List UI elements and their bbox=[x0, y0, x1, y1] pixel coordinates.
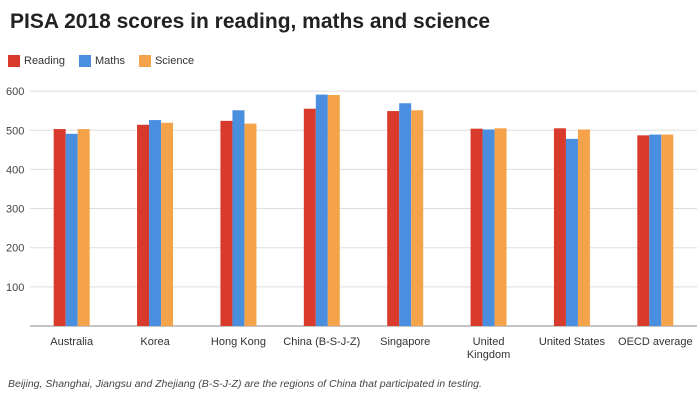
legend-item-science: Science bbox=[138, 55, 195, 67]
x-tick-label-line: Singapore bbox=[380, 336, 430, 348]
legend-swatch-reading bbox=[8, 55, 20, 67]
bar-maths-5 bbox=[482, 129, 495, 326]
legend-label-science: Science bbox=[154, 55, 195, 67]
x-tick-label-2: Hong Kong bbox=[211, 336, 266, 348]
bar-science-1 bbox=[161, 122, 174, 327]
chart-title: PISA 2018 scores in reading, maths and s… bbox=[10, 10, 491, 33]
legend-swatch-science bbox=[138, 55, 151, 67]
legend-item-reading: Reading bbox=[8, 55, 65, 67]
x-tick-label-line: Australia bbox=[50, 336, 94, 348]
legend-item-maths: Maths bbox=[78, 55, 125, 67]
y-tick-label-400: 400 bbox=[6, 164, 24, 176]
x-tick-label-7: OECD average bbox=[618, 336, 693, 348]
bar-reading-7 bbox=[637, 135, 650, 326]
bar-reading-1 bbox=[137, 124, 150, 326]
bar-maths-1 bbox=[149, 120, 162, 326]
bar-maths-6 bbox=[565, 138, 578, 326]
bar-reading-0 bbox=[53, 129, 66, 326]
x-tick-label-line: United States bbox=[539, 336, 606, 348]
bar-maths-2 bbox=[232, 110, 245, 326]
y-tick-label-500: 500 bbox=[6, 125, 24, 137]
chart-caption: Beijing, Shanghai, Jiangsu and Zhejiang … bbox=[8, 378, 482, 390]
legend: Reading Maths Science bbox=[8, 54, 208, 68]
x-tick-label-6: United States bbox=[539, 336, 606, 348]
legend-label-maths: Maths bbox=[94, 55, 125, 67]
bar-maths-4 bbox=[399, 103, 412, 326]
bar-maths-0 bbox=[65, 133, 78, 326]
bar-science-3 bbox=[327, 95, 340, 326]
bar-science-2 bbox=[244, 123, 257, 326]
bar-maths-7 bbox=[649, 134, 662, 326]
bar-science-6 bbox=[577, 129, 590, 326]
y-tick-label-200: 200 bbox=[6, 243, 24, 255]
legend-swatch-maths bbox=[78, 55, 91, 67]
x-tick-label-5: United Kingdom bbox=[467, 336, 510, 361]
x-tick-label-line: Korea bbox=[140, 336, 170, 348]
x-tick-label-line: Kingdom bbox=[467, 349, 510, 361]
x-tick-label-line: Hong Kong bbox=[211, 336, 266, 348]
bar-science-5 bbox=[494, 128, 507, 326]
bar-reading-2 bbox=[220, 120, 233, 326]
x-tick-label-1: Korea bbox=[140, 336, 170, 348]
legend-label-reading: Reading bbox=[24, 55, 65, 67]
y-tick-label-300: 300 bbox=[6, 204, 24, 216]
bar-reading-3 bbox=[303, 108, 316, 326]
bar-reading-5 bbox=[470, 128, 483, 326]
bar-science-0 bbox=[77, 129, 90, 326]
bar-maths-3 bbox=[315, 94, 328, 326]
x-tick-label-line: China (B-S-J-Z) bbox=[283, 336, 360, 348]
bar-science-7 bbox=[661, 134, 674, 326]
bar-science-4 bbox=[411, 110, 424, 326]
x-tick-label-3: China (B-S-J-Z) bbox=[283, 336, 360, 348]
y-tick-label-600: 600 bbox=[6, 86, 24, 98]
x-tick-label-0: Australia bbox=[50, 336, 94, 348]
x-tick-label-line: United bbox=[473, 336, 505, 348]
y-tick-label-100: 100 bbox=[6, 282, 24, 294]
bar-reading-6 bbox=[553, 128, 566, 326]
x-tick-label-line: OECD average bbox=[618, 336, 693, 348]
x-tick-label-4: Singapore bbox=[380, 336, 430, 348]
bar-reading-4 bbox=[387, 111, 400, 326]
